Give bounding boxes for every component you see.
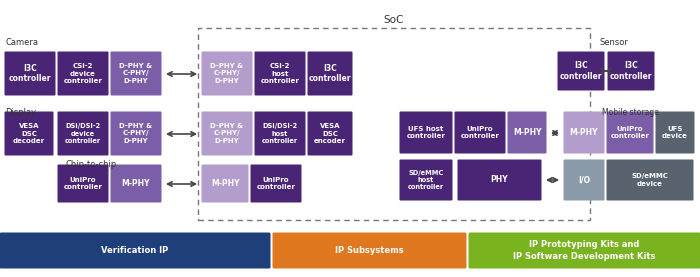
Text: IP Subsystems: IP Subsystems xyxy=(335,246,404,255)
Text: UFS
device: UFS device xyxy=(662,126,688,139)
Text: UniPro
controller: UniPro controller xyxy=(257,177,295,190)
FancyBboxPatch shape xyxy=(557,52,605,91)
Text: IP Prototyping Kits and
IP Software Development Kits: IP Prototyping Kits and IP Software Deve… xyxy=(513,240,656,261)
Text: Display: Display xyxy=(5,108,36,117)
Text: Camera: Camera xyxy=(5,38,38,47)
Text: SD/eMMC
host
controller: SD/eMMC host controller xyxy=(408,170,444,190)
Text: CSI-2
device
controller: CSI-2 device controller xyxy=(64,63,102,84)
FancyBboxPatch shape xyxy=(57,52,108,96)
FancyBboxPatch shape xyxy=(57,165,108,202)
Text: DSI/DSI-2
host
controller: DSI/DSI-2 host controller xyxy=(262,123,298,144)
Text: VESA
DSC
decoder: VESA DSC decoder xyxy=(13,123,45,144)
FancyBboxPatch shape xyxy=(307,52,353,96)
FancyBboxPatch shape xyxy=(508,112,547,153)
Text: I3C
controller: I3C controller xyxy=(610,61,652,81)
Text: Sensor: Sensor xyxy=(600,38,629,47)
FancyBboxPatch shape xyxy=(468,232,700,268)
FancyBboxPatch shape xyxy=(458,160,542,201)
Text: M-PHY: M-PHY xyxy=(570,128,598,137)
FancyBboxPatch shape xyxy=(606,160,694,201)
FancyBboxPatch shape xyxy=(111,52,162,96)
Text: SD/eMMC
device: SD/eMMC device xyxy=(631,173,668,187)
Text: I/O: I/O xyxy=(578,176,590,184)
FancyBboxPatch shape xyxy=(454,112,505,153)
Text: UniPro
controller: UniPro controller xyxy=(610,126,650,139)
FancyBboxPatch shape xyxy=(400,160,452,201)
FancyBboxPatch shape xyxy=(606,112,654,153)
FancyBboxPatch shape xyxy=(564,160,605,201)
Text: M-PHY: M-PHY xyxy=(122,179,150,188)
FancyBboxPatch shape xyxy=(272,232,466,268)
FancyBboxPatch shape xyxy=(655,112,694,153)
FancyBboxPatch shape xyxy=(202,112,253,155)
Text: M-PHY: M-PHY xyxy=(512,128,541,137)
Text: UniPro
controller: UniPro controller xyxy=(64,177,102,190)
Text: I3C
controller: I3C controller xyxy=(8,64,51,83)
Text: D-PHY &
C-PHY/
D-PHY: D-PHY & C-PHY/ D-PHY xyxy=(211,123,244,144)
FancyBboxPatch shape xyxy=(307,112,353,155)
FancyBboxPatch shape xyxy=(608,52,655,91)
Text: Verification IP: Verification IP xyxy=(102,246,169,255)
FancyBboxPatch shape xyxy=(0,232,270,268)
Text: I3C
controller: I3C controller xyxy=(309,64,351,83)
FancyBboxPatch shape xyxy=(202,165,248,202)
Text: PHY: PHY xyxy=(491,176,508,184)
Text: SoC: SoC xyxy=(384,15,404,25)
FancyBboxPatch shape xyxy=(57,112,108,155)
FancyBboxPatch shape xyxy=(111,112,162,155)
Text: Mobile storage: Mobile storage xyxy=(602,108,659,117)
FancyBboxPatch shape xyxy=(255,52,305,96)
FancyBboxPatch shape xyxy=(4,112,53,155)
Text: VESA
DSC
encoder: VESA DSC encoder xyxy=(314,123,346,144)
FancyBboxPatch shape xyxy=(400,112,452,153)
FancyBboxPatch shape xyxy=(251,165,302,202)
Text: D-PHY &
C-PHY/
D-PHY: D-PHY & C-PHY/ D-PHY xyxy=(120,123,153,144)
Text: CSI-2
host
controller: CSI-2 host controller xyxy=(260,63,300,84)
FancyBboxPatch shape xyxy=(255,112,305,155)
FancyBboxPatch shape xyxy=(564,112,605,153)
FancyBboxPatch shape xyxy=(4,52,55,96)
Text: M-PHY: M-PHY xyxy=(211,179,239,188)
Text: Chip-to-chip: Chip-to-chip xyxy=(66,160,118,169)
Text: D-PHY &
C-PHY/
D-PHY: D-PHY & C-PHY/ D-PHY xyxy=(211,63,244,84)
Text: I3C
controller: I3C controller xyxy=(560,61,602,81)
Text: UniPro
controller: UniPro controller xyxy=(461,126,499,139)
Text: DSI/DSI-2
device
controller: DSI/DSI-2 device controller xyxy=(65,123,101,144)
FancyBboxPatch shape xyxy=(111,165,162,202)
Text: D-PHY &
C-PHY/
D-PHY: D-PHY & C-PHY/ D-PHY xyxy=(120,63,153,84)
FancyBboxPatch shape xyxy=(202,52,253,96)
Text: UFS host
controller: UFS host controller xyxy=(407,126,445,139)
